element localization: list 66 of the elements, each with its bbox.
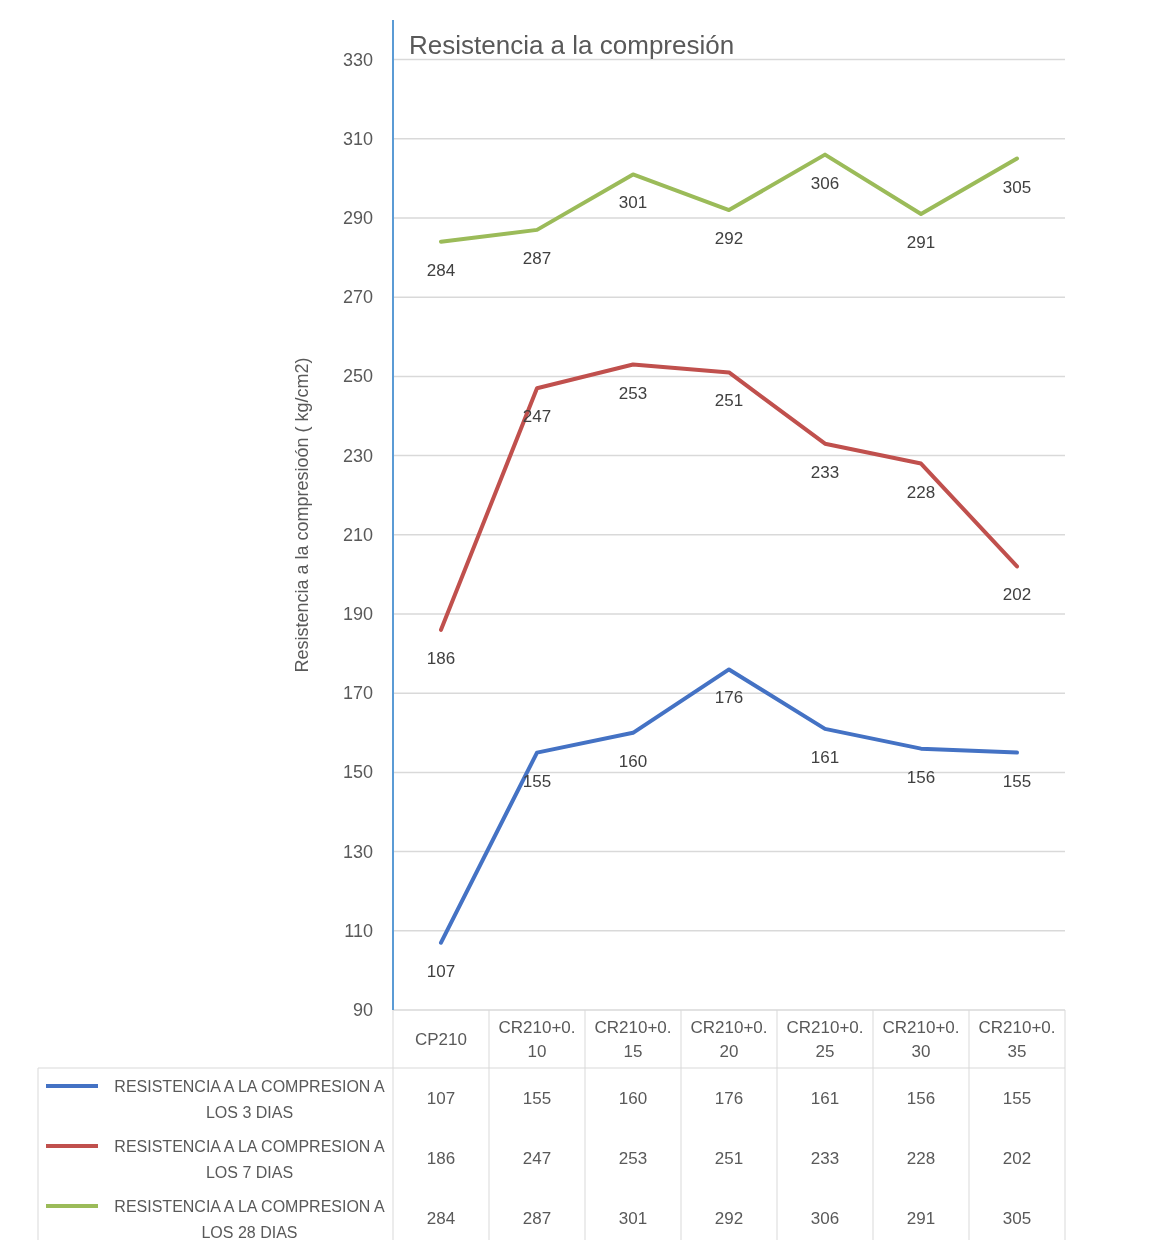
y-tick-label: 130 [342, 841, 373, 862]
data-label: 251 [714, 1149, 744, 1168]
data-label: 155 [522, 1089, 552, 1108]
chart-title: Resistencia a la compresión [409, 30, 735, 60]
text: 253 [618, 383, 648, 403]
text: 291 [906, 233, 936, 253]
x-tick-label: CR210+0.20 [690, 1018, 768, 1061]
y-tick-label: 310 [342, 128, 373, 149]
x-tick-label: CR210+0.30 [882, 1018, 960, 1061]
text: 176 [714, 688, 744, 708]
text: 305 [1002, 177, 1032, 197]
text: 107 [426, 961, 456, 981]
data-label: 186 [426, 1149, 456, 1168]
data-label: 292 [714, 1209, 744, 1228]
x-tick-label: CR210+0.25 [786, 1018, 864, 1061]
y-tick-label: 110 [344, 920, 373, 941]
data-label: 160 [618, 1089, 648, 1108]
data-label: 305 [1002, 1209, 1032, 1228]
y-tick-label: 250 [342, 366, 373, 387]
text: 301 [618, 193, 648, 213]
legend-label: RESISTENCIA A LA COMPRESION A LOS 7 DIAS [114, 1138, 385, 1181]
y-tick-label: 170 [342, 683, 373, 704]
y-tick-label: 270 [342, 287, 373, 308]
y-tick-label: 330 [342, 49, 373, 70]
text: 228 [906, 482, 936, 502]
y-tick-label: 90 [352, 1000, 373, 1020]
text: 156 [906, 767, 936, 787]
text: 202 [1002, 585, 1032, 605]
x-tick-label: CR210+0.35 [978, 1018, 1056, 1061]
data-label: 228 [906, 1149, 936, 1168]
data-label: 155 [1002, 1089, 1032, 1108]
legend-label: RESISTENCIA A LA COMPRESION A LOS 3 DIAS [114, 1078, 385, 1121]
y-tick-label: 230 [342, 445, 373, 466]
text: 292 [714, 229, 744, 249]
x-tick-label: CR210+0.15 [594, 1018, 672, 1061]
data-label: 301 [618, 1209, 648, 1228]
text: 287 [522, 248, 552, 268]
data-label: 306 [810, 1209, 840, 1228]
data-label: 291 [906, 1209, 936, 1228]
y-tick-label: 290 [342, 208, 373, 228]
data-label: 253 [618, 1149, 648, 1168]
data-label: 247 [522, 1149, 552, 1168]
text: 233 [810, 462, 840, 482]
text: 155 [1002, 771, 1032, 791]
data-label: 107 [426, 1089, 456, 1108]
text: 306 [810, 173, 840, 193]
x-tick-label: CP210 [415, 1030, 467, 1049]
data-label: 287 [522, 1209, 552, 1228]
data-label: 202 [1002, 1149, 1032, 1168]
x-tick-label: CR210+0.10 [498, 1018, 576, 1061]
text: 251 [714, 391, 744, 411]
text: 161 [810, 747, 840, 767]
y-tick-label: 210 [342, 524, 373, 545]
y-tick-label: 190 [342, 604, 373, 624]
y-axis-title: Resistencia a la compresioón ( kg/cm2) [292, 357, 312, 673]
y-tick-label: 150 [342, 762, 373, 783]
text: 284 [426, 260, 456, 280]
text: 186 [426, 648, 456, 668]
data-label: 176 [714, 1089, 744, 1108]
text: 160 [618, 751, 648, 771]
data-label: 156 [906, 1089, 936, 1108]
data-label: 233 [810, 1149, 840, 1168]
text: 155 [522, 771, 552, 791]
data-label: 284 [426, 1209, 456, 1228]
data-label: 161 [810, 1089, 840, 1108]
legend-label: RESISTENCIA A LA COMPRESION A LOS 28 DIAS [114, 1198, 385, 1241]
